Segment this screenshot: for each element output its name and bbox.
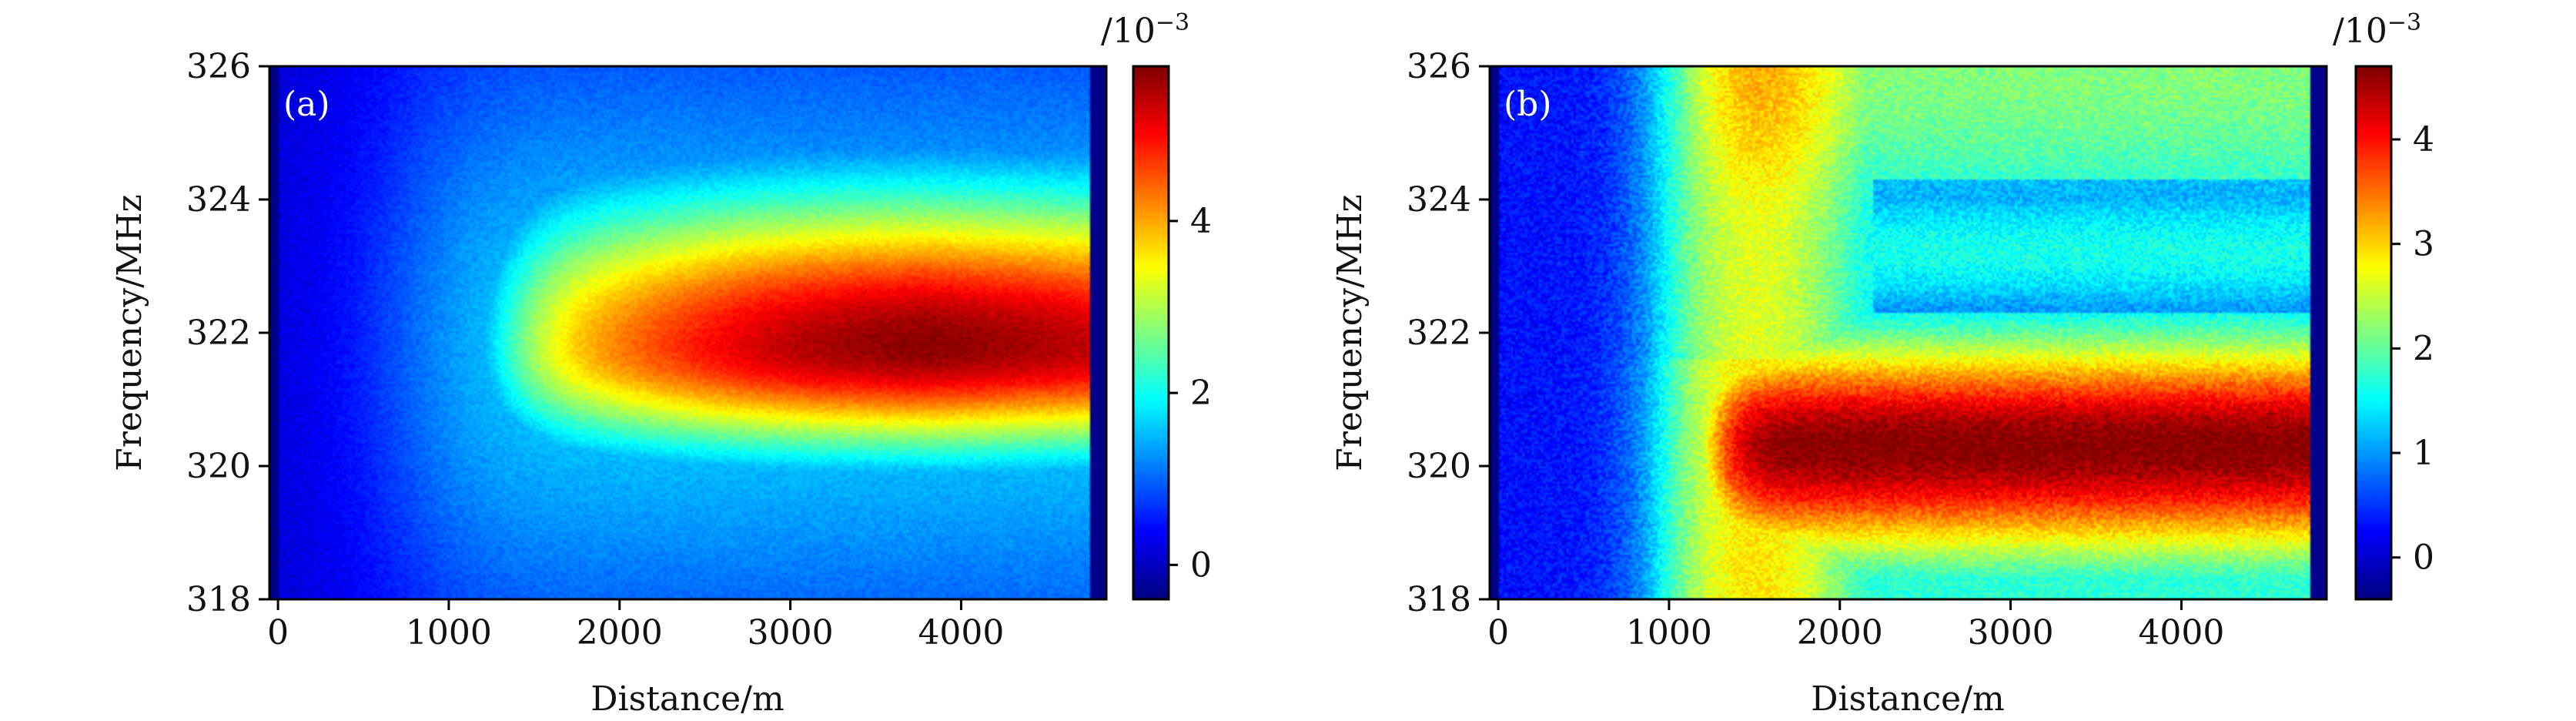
- colorbar-frame-a: [1132, 65, 1170, 601]
- heatmap-image-a: [269, 66, 1106, 599]
- y-axis-ticks-a: 318 320 322 324 326: [186, 47, 269, 619]
- colorbar-ticks-a: 0 2 4: [1169, 202, 1212, 585]
- y-tick-label-a: 322: [186, 314, 251, 353]
- x-axis-label-b: Distance/m: [1811, 679, 2004, 719]
- x-axis-label-a: Distance/m: [590, 679, 784, 719]
- panel-label-b: (b): [1504, 85, 1552, 124]
- x-tick-label-a: 3000: [748, 613, 834, 652]
- colorbar-tick-label-b: 3: [2413, 225, 2434, 264]
- colorbar-unit-base-a: /10: [1101, 12, 1156, 51]
- x-axis-ticks-b: 0 1000 2000 3000 4000: [1487, 599, 2224, 652]
- colorbar-tick-label-b: 0: [2413, 538, 2434, 578]
- colorbar-tick-label-b: 2: [2413, 329, 2434, 368]
- x-axis-ticks-a: 0 1000 2000 3000 4000: [267, 599, 1004, 652]
- y-tick-label-a: 324: [186, 180, 251, 220]
- x-tick-label-a: 4000: [918, 613, 1004, 652]
- colorbar-tick-label-a: 4: [1190, 202, 1212, 241]
- colorbar-tick-label-b: 1: [2413, 434, 2434, 473]
- colorbar-unit-b: /10−3: [2333, 9, 2421, 51]
- colorbar-unit-a: /10−3: [1101, 9, 1189, 51]
- y-tick-label-a: 318: [186, 580, 251, 619]
- colorbar-ticks-b: 0 1 2 3 4: [2391, 120, 2434, 578]
- panel-label-a: (a): [283, 85, 330, 124]
- colorbar-tick-label-a: 2: [1190, 374, 1212, 413]
- x-tick-label-a: 1000: [406, 613, 492, 652]
- colorbar-tick-label-b: 4: [2413, 120, 2434, 159]
- y-tick-label-a: 320: [186, 447, 251, 486]
- x-tick-label-a: 0: [267, 613, 289, 652]
- x-tick-label-b: 1000: [1626, 613, 1712, 652]
- y-tick-label-b: 324: [1407, 180, 1471, 220]
- colorbar-unit-exponent-b: −3: [2387, 9, 2421, 36]
- colorbar-frame-b: [2354, 65, 2393, 601]
- x-tick-label-b: 4000: [2138, 613, 2224, 652]
- colorbar-gradient-b: [2356, 66, 2391, 599]
- y-tick-label-b: 322: [1407, 314, 1471, 353]
- y-axis-label-b: Frequency/MHz: [1330, 194, 1370, 471]
- y-tick-label-b: 318: [1407, 580, 1471, 619]
- x-tick-label-b: 0: [1487, 613, 1509, 652]
- colorbar-tick-label-a: 0: [1190, 545, 1212, 585]
- heatmap-image-b: [1490, 66, 2327, 599]
- y-axis-ticks-b: 318 320 322 324 326: [1407, 47, 1490, 619]
- colorbar-gradient-a: [1133, 66, 1169, 599]
- x-tick-label-a: 2000: [577, 613, 663, 652]
- colorbar-unit-exponent-a: −3: [1156, 9, 1189, 36]
- x-tick-label-b: 3000: [1968, 613, 2054, 652]
- y-tick-label-b: 326: [1407, 47, 1471, 86]
- y-tick-label-a: 326: [186, 47, 251, 86]
- heatmap-panel-a: (a) 0 1000 2000 3000 4000 318 320 322 324 326 Di…: [110, 9, 1212, 719]
- colorbar-unit-base-b: /10: [2333, 12, 2387, 51]
- x-tick-label-b: 2000: [1797, 613, 1883, 652]
- y-axis-label-a: Frequency/MHz: [110, 194, 149, 471]
- y-tick-label-b: 320: [1407, 447, 1471, 486]
